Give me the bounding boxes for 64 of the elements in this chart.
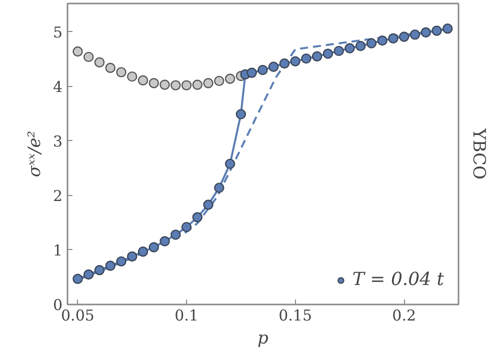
point — [344, 43, 355, 54]
point — [442, 23, 453, 34]
point — [203, 78, 214, 88]
y-axis-title: σˣˣ/e² — [24, 130, 45, 178]
point — [170, 80, 181, 90]
x-tick-label: 0.15 — [278, 306, 312, 324]
x-axis-title: p — [258, 328, 269, 348]
point — [72, 274, 83, 284]
y-tick-label: 4 — [52, 78, 63, 96]
point — [224, 158, 236, 169]
point — [334, 46, 344, 56]
point — [236, 109, 246, 120]
point — [138, 246, 148, 257]
point — [279, 58, 290, 69]
point — [181, 222, 192, 232]
point — [290, 56, 300, 66]
point — [203, 200, 214, 210]
point — [258, 64, 268, 76]
y-tick-label: 5 — [52, 23, 63, 42]
point — [312, 51, 322, 62]
point — [224, 74, 236, 84]
point — [214, 76, 224, 86]
point — [94, 57, 105, 68]
y-tick-label: 2 — [52, 186, 63, 205]
y-tick-label: 0 — [52, 296, 63, 314]
x-tick-label: 0.1 — [174, 306, 198, 324]
point — [420, 27, 431, 38]
point — [94, 265, 105, 276]
point — [410, 29, 420, 40]
point — [148, 78, 159, 88]
point — [301, 53, 312, 64]
point — [192, 212, 202, 222]
point — [192, 80, 202, 90]
point — [246, 68, 257, 78]
point — [116, 256, 126, 267]
y-tick-label: 1 — [52, 241, 63, 260]
point — [160, 236, 170, 246]
point — [366, 38, 377, 48]
point — [322, 48, 334, 59]
point — [148, 242, 159, 252]
point — [181, 80, 192, 90]
text: YBCO — [468, 128, 488, 180]
point — [127, 71, 138, 82]
point — [268, 62, 279, 72]
point — [170, 230, 181, 240]
point — [72, 46, 83, 57]
point — [84, 52, 94, 62]
legend-label: T = 0.04 t — [352, 269, 444, 290]
x-tick-label: 0.05 — [61, 306, 94, 324]
point — [160, 80, 170, 90]
point — [127, 251, 138, 262]
point — [432, 26, 442, 36]
point — [84, 269, 94, 280]
x-tick-label: 0.2 — [392, 306, 416, 324]
point — [116, 67, 126, 78]
point — [399, 32, 410, 42]
point — [377, 35, 388, 46]
point — [388, 33, 398, 44]
point — [214, 182, 224, 193]
point — [355, 40, 366, 52]
y-tick-label: 3 — [52, 132, 63, 150]
point — [105, 260, 116, 271]
point — [105, 62, 116, 73]
point — [138, 75, 148, 86]
